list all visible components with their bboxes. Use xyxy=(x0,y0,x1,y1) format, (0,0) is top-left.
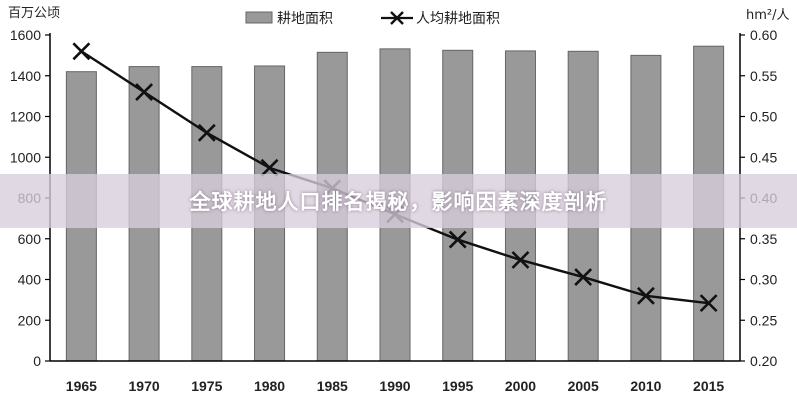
banner-title: 全球耕地人口排名揭秘，影响因素深度剖析 xyxy=(189,190,608,214)
x-tick-label: 1995 xyxy=(442,378,473,394)
left-tick-label: 1200 xyxy=(10,109,41,125)
right-tick-label: 0.50 xyxy=(750,109,777,125)
left-tick-label: 400 xyxy=(18,272,42,288)
legend-bar-swatch xyxy=(245,11,273,24)
title-banner: 全球耕地人口排名揭秘，影响因素深度剖析 xyxy=(0,174,797,228)
point-marker-2000 xyxy=(511,251,530,269)
x-tick-label: 2015 xyxy=(693,378,724,394)
point-marker-2005 xyxy=(574,268,593,286)
right-axis-unit: hm²/人 xyxy=(746,8,790,23)
point-marker-1970 xyxy=(135,83,154,101)
legend-line-swatch xyxy=(381,11,413,25)
point-marker-2010 xyxy=(636,286,655,305)
x-tick-label: 1980 xyxy=(254,378,285,394)
left-tick-label: 0 xyxy=(33,353,41,369)
tick-labels: 020040060080010001200140016000.200.250.3… xyxy=(10,27,778,394)
right-tick-label: 0.35 xyxy=(750,231,777,247)
left-axis-unit: 百万公顷 xyxy=(8,6,60,21)
point-marker-1975 xyxy=(197,123,216,142)
x-tick-label: 1990 xyxy=(379,378,410,394)
x-tick-label: 2000 xyxy=(505,378,536,394)
point-marker-1980 xyxy=(260,158,279,177)
right-tick-label: 0.45 xyxy=(750,149,777,165)
x-tick-label: 2010 xyxy=(630,378,661,394)
x-tick-label: 1985 xyxy=(317,378,348,394)
left-tick-label: 1600 xyxy=(10,27,41,43)
left-tick-label: 1400 xyxy=(10,68,41,84)
right-tick-label: 0.30 xyxy=(750,272,777,288)
right-tick-label: 0.25 xyxy=(750,312,777,328)
point-marker-1965 xyxy=(72,42,91,61)
legend-bar-label: 耕地面积 xyxy=(277,10,333,27)
x-tick-label: 1970 xyxy=(129,378,160,394)
x-tick-label: 2005 xyxy=(568,378,599,394)
legend-line-label: 人均耕地面积 xyxy=(416,10,500,27)
point-marker-1995 xyxy=(448,230,467,249)
right-tick-label: 0.55 xyxy=(750,68,777,84)
right-tick-label: 0.60 xyxy=(750,27,777,43)
left-tick-label: 1000 xyxy=(10,149,41,165)
right-tick-label: 0.20 xyxy=(750,353,777,369)
x-tick-label: 1975 xyxy=(191,378,222,394)
x-tick-label: 1965 xyxy=(66,378,97,394)
point-marker-2015 xyxy=(699,294,718,313)
left-tick-label: 600 xyxy=(18,231,42,247)
left-tick-label: 200 xyxy=(18,312,42,328)
legend: 耕地面积 人均耕地面积 xyxy=(245,10,500,27)
